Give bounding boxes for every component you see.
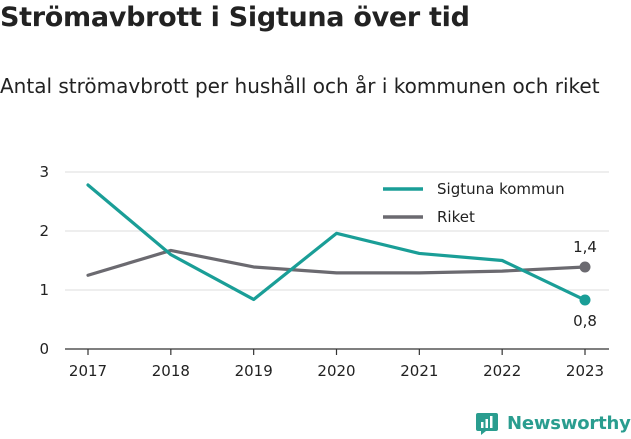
newsworthy-brand[interactable]: Newsworthy — [475, 408, 631, 438]
x-tick-label: 2018 — [152, 362, 190, 380]
chart-title: Strömavbrott i Sigtuna över tid — [0, 2, 470, 33]
newsworthy-logo-icon — [476, 413, 498, 435]
brand-name: Newsworthy — [507, 412, 631, 434]
y-tick-label: 0 — [39, 340, 49, 358]
y-tick-label: 2 — [39, 222, 49, 240]
x-tick-label: 2021 — [400, 362, 438, 380]
x-tick-label: 2017 — [69, 362, 107, 380]
chart-subtitle: Antal strömavbrott per hushåll och år i … — [0, 74, 600, 98]
y-tick-label: 3 — [39, 163, 49, 181]
end-point-riket — [579, 261, 591, 273]
end-value-label: 1,4 — [573, 238, 597, 256]
end-value-label: 0,8 — [573, 312, 597, 330]
legend-label: Riket — [437, 208, 475, 226]
end-point-sigtuna-kommun — [579, 294, 591, 306]
x-tick-label: 2019 — [235, 362, 273, 380]
legend-label: Sigtuna kommun — [437, 180, 565, 198]
x-tick-label: 2020 — [317, 362, 355, 380]
series-line-sigtuna-kommun — [86, 183, 587, 302]
x-tick-label: 2023 — [566, 362, 604, 380]
y-tick-label: 1 — [39, 281, 49, 299]
x-tick-label: 2022 — [483, 362, 521, 380]
series-line-riket — [86, 248, 587, 277]
